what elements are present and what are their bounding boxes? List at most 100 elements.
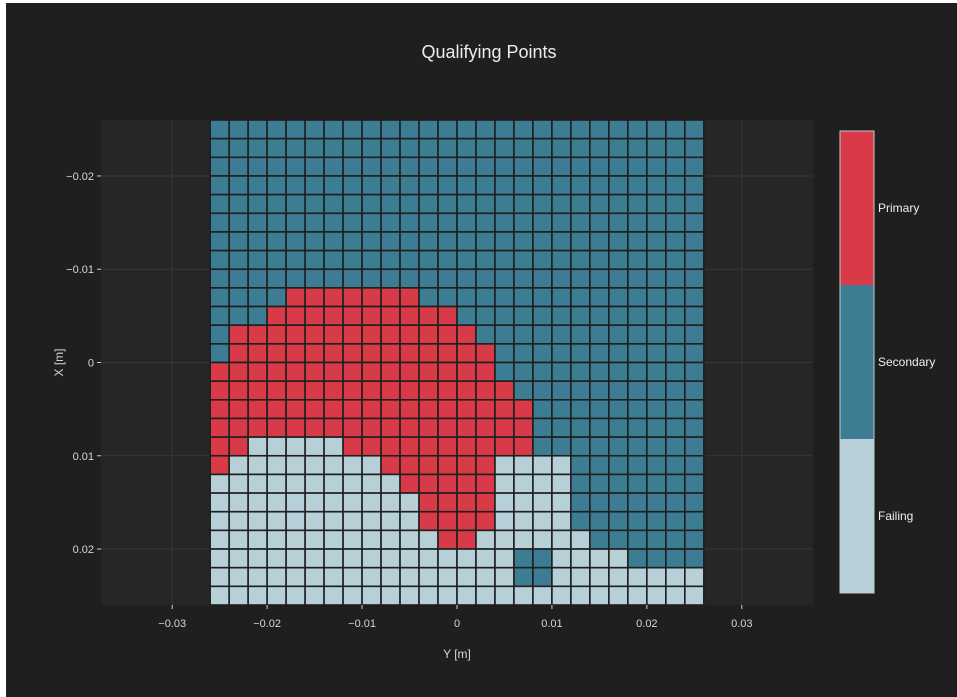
cell-failing: [551, 585, 572, 606]
cell-secondary: [247, 156, 268, 177]
cell-secondary: [494, 361, 515, 382]
cell-secondary: [551, 361, 572, 382]
cell-secondary: [380, 119, 401, 140]
cell-failing: [323, 492, 344, 513]
cell-failing: [228, 473, 249, 494]
cell-primary: [380, 287, 401, 308]
cell-secondary: [323, 119, 344, 140]
cell-secondary: [361, 249, 382, 271]
cell-primary: [304, 417, 325, 438]
cell-secondary: [589, 510, 610, 532]
cell-secondary: [494, 175, 515, 196]
cell-secondary: [551, 324, 572, 345]
cell-primary: [399, 380, 420, 401]
cell-secondary: [437, 119, 458, 140]
cell-secondary: [399, 119, 420, 140]
cell-secondary: [684, 249, 705, 271]
cell-secondary: [570, 268, 591, 289]
cell-secondary: [323, 156, 344, 177]
cell-primary: [418, 343, 439, 364]
cell-secondary: [418, 137, 439, 159]
cell-secondary: [627, 287, 648, 308]
cell-secondary: [684, 361, 705, 382]
cell-secondary: [646, 249, 667, 271]
cell-primary: [361, 324, 382, 345]
cell-secondary: [266, 268, 287, 289]
cell-primary: [361, 436, 382, 457]
cell-primary: [361, 343, 382, 364]
cell-secondary: [627, 510, 648, 532]
cell-primary: [399, 361, 420, 382]
cell-primary: [437, 454, 458, 476]
cell-secondary: [418, 249, 439, 271]
cell-failing: [304, 492, 325, 513]
cell-secondary: [627, 380, 648, 401]
cell-secondary: [665, 137, 686, 159]
cell-secondary: [608, 231, 629, 252]
cell-failing: [551, 510, 572, 532]
cell-primary: [323, 287, 344, 308]
cell-secondary: [361, 175, 382, 196]
cell-secondary: [323, 231, 344, 252]
cell-primary: [342, 361, 363, 382]
y-tick-label: −0.01: [66, 264, 94, 276]
cell-secondary: [513, 380, 534, 401]
cell-primary: [228, 361, 249, 382]
cell-secondary: [266, 175, 287, 196]
cell-primary: [399, 436, 420, 457]
cell-secondary: [570, 175, 591, 196]
cell-secondary: [456, 268, 477, 289]
cell-secondary: [418, 268, 439, 289]
cell-primary: [209, 380, 230, 401]
cell-secondary: [323, 268, 344, 289]
cell-secondary: [266, 287, 287, 308]
cell-secondary: [513, 175, 534, 196]
cell-secondary: [589, 137, 610, 159]
cell-failing: [494, 492, 515, 513]
cell-failing: [266, 510, 287, 532]
cell-failing: [342, 566, 363, 588]
cell-secondary: [380, 231, 401, 252]
cell-failing: [437, 548, 458, 569]
cell-failing: [684, 566, 705, 588]
cell-primary: [380, 380, 401, 401]
cell-failing: [551, 548, 572, 569]
cell-secondary: [589, 417, 610, 438]
cell-secondary: [228, 193, 249, 215]
cell-secondary: [247, 231, 268, 252]
cell-failing: [380, 510, 401, 532]
cell-failing: [342, 529, 363, 550]
cell-secondary: [646, 361, 667, 382]
cell-failing: [361, 510, 382, 532]
cell-secondary: [627, 193, 648, 215]
cell-secondary: [646, 287, 667, 308]
cell-primary: [209, 417, 230, 438]
cell-secondary: [551, 137, 572, 159]
cell-failing: [285, 473, 306, 494]
cell-secondary: [665, 399, 686, 420]
cell-secondary: [361, 231, 382, 252]
cell-secondary: [589, 231, 610, 252]
cell-secondary: [304, 156, 325, 177]
cell-failing: [646, 566, 667, 588]
cell-secondary: [589, 492, 610, 513]
cell-secondary: [399, 231, 420, 252]
cell-failing: [380, 548, 401, 569]
cell-secondary: [266, 193, 287, 215]
cell-secondary: [608, 324, 629, 345]
cell-secondary: [475, 212, 496, 233]
cell-primary: [228, 343, 249, 364]
x-tick-label: 0.02: [636, 618, 657, 630]
cell-secondary: [475, 119, 496, 140]
cell-secondary: [209, 249, 230, 271]
cell-failing: [418, 548, 439, 569]
cell-secondary: [380, 212, 401, 233]
cell-secondary: [399, 212, 420, 233]
cell-failing: [304, 585, 325, 606]
cell-failing: [304, 454, 325, 476]
cell-primary: [456, 324, 477, 345]
x-tick-label: −0.03: [158, 618, 186, 630]
cell-secondary: [684, 119, 705, 140]
cell-primary: [266, 399, 287, 420]
cell-secondary: [627, 548, 648, 569]
